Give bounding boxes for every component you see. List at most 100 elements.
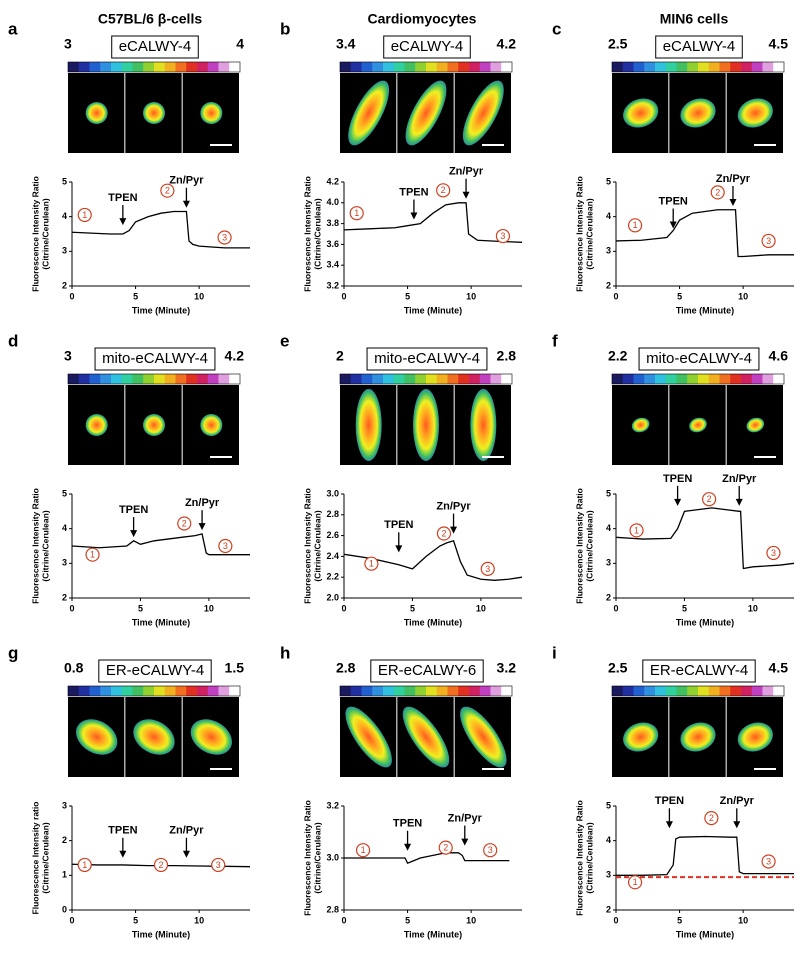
colorbar-cell [501, 686, 513, 696]
y-tick-label: 2.2 [326, 572, 339, 582]
title-box [642, 659, 756, 683]
colorbar-cell [350, 62, 362, 72]
sensor-title: eCALWY-4 [119, 38, 192, 55]
y-tick-label: 2.8 [326, 904, 339, 914]
colorbar-cell [175, 686, 187, 696]
colorbar-cell [622, 62, 634, 72]
colorbar-cell [644, 62, 656, 72]
cell [623, 98, 659, 128]
y-axis-label: Fluorescence Intensity Ratio [302, 176, 312, 292]
panel-label: i [552, 643, 557, 662]
colorbar-cell [458, 62, 470, 72]
colorbar-cell [372, 374, 384, 384]
colorbar-cell [665, 686, 677, 696]
arrow-label: Zn/Pyr [716, 173, 751, 185]
colorbar-cell [719, 374, 731, 384]
arrow-label: TPEN [663, 473, 692, 485]
colorbar-cell [447, 686, 459, 696]
colorbar-cell [644, 374, 656, 384]
arrow-head [395, 545, 403, 553]
x-tick-label: 5 [133, 291, 138, 301]
colorbar-cell [762, 62, 774, 72]
colorbar-min: 2.5 [608, 36, 628, 52]
colorbar-frame [67, 373, 241, 385]
arrow-head [198, 523, 206, 531]
colorbar-cell [68, 62, 80, 72]
x-axis-label: Time (Minute) [676, 929, 734, 939]
x-tick-label: 10 [476, 603, 486, 613]
colorbar-cell [751, 62, 763, 72]
step-number: 3 [222, 232, 227, 242]
step-marker [436, 526, 452, 541]
x-axis-label: Time (Minute) [404, 617, 462, 627]
colorbar-cell [78, 62, 90, 72]
y-tick-label: 4 [62, 211, 67, 221]
y-tick-label: 2.8 [326, 509, 339, 519]
y-axis-label: Fluorescence Intensity Ratio [302, 488, 312, 604]
colorbar-min: 2.5 [608, 660, 628, 676]
sensor-title: ER-eCALWY-4 [106, 662, 204, 679]
arrow-label: Zn/Pyr [436, 501, 471, 513]
colorbar-max: 4 [236, 36, 244, 52]
colorbar-min: 2.8 [336, 660, 356, 676]
colorbar-cell [89, 686, 101, 696]
colorbar-max: 3.2 [497, 660, 517, 676]
y-tick-label: 4 [606, 211, 611, 221]
colorbar-cell [361, 374, 373, 384]
arrow-head [735, 498, 743, 506]
cell [133, 719, 175, 755]
colorbar-frame [339, 373, 513, 385]
colorbar-cell [89, 374, 101, 384]
y-tick-label: 2 [606, 904, 611, 914]
step-marker [702, 492, 717, 507]
colorbar-frame [611, 61, 785, 73]
colorbar-cell [372, 686, 384, 696]
step-number: 1 [82, 210, 87, 220]
colorbar-cell [186, 686, 198, 696]
colorbar-cell [698, 686, 710, 696]
colorbar-cell [229, 686, 241, 696]
colorbar-frame [67, 61, 241, 73]
colorbar-cell [612, 686, 624, 696]
arrow-label: Zn/Pyr [169, 175, 204, 187]
colorbar-cell [676, 374, 688, 384]
x-axis-label: Time (Minute) [676, 617, 734, 627]
colorbar-cell [186, 374, 198, 384]
colorbar-cell [164, 374, 176, 384]
colorbar-cell [708, 374, 720, 384]
arrow-head [119, 850, 127, 858]
y-axis-label: (Citrine/Cerulean) [40, 510, 50, 581]
y-axis-label: Fluorescence Intensity Ratio [30, 488, 40, 604]
colorbar-cell [372, 62, 384, 72]
cell [200, 102, 223, 124]
colorbar-cell [175, 62, 187, 72]
step-marker [629, 523, 644, 538]
step-number: 2 [158, 860, 163, 870]
step-number: 2 [441, 528, 446, 538]
step-marker [483, 843, 498, 858]
colorbar-cell [404, 686, 416, 696]
title-box [383, 35, 471, 59]
colorbar-cell [143, 374, 155, 384]
colorbar-cell [741, 686, 753, 696]
colorbar-cell [458, 686, 470, 696]
colorbar-min: 3.4 [336, 36, 356, 52]
colorbar-cell [687, 62, 699, 72]
trace [615, 507, 795, 570]
x-axis-label: Time (Minute) [404, 305, 462, 315]
colorbar-cell [350, 374, 362, 384]
colorbar-cell [340, 374, 352, 384]
y-axis-label: (Citrine/Cerulean) [584, 198, 594, 269]
colorbar-cell [741, 62, 753, 72]
colorbar-cell [633, 374, 645, 384]
colorbar-cell [730, 374, 742, 384]
colorbar-cell [633, 62, 645, 72]
x-tick-label: 10 [204, 603, 214, 613]
step-marker [766, 545, 781, 561]
colorbar-cell [730, 62, 742, 72]
colorbar-cell [719, 62, 731, 72]
step-marker [710, 185, 725, 200]
x-tick-label: 0 [69, 603, 74, 613]
step-marker [495, 228, 511, 244]
